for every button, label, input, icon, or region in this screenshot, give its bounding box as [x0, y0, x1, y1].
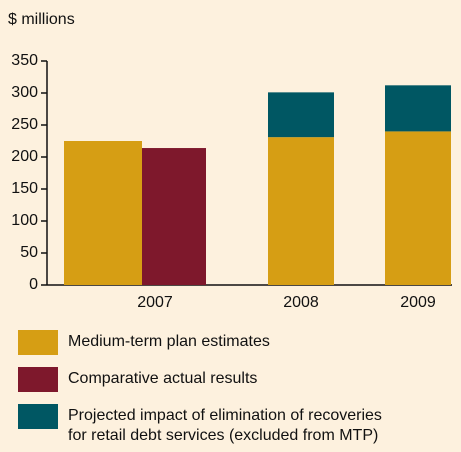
legend-swatch	[18, 330, 58, 355]
y-tick-label: 350	[11, 52, 38, 69]
legend-label: Medium-term plan estimates	[68, 333, 270, 350]
bar	[268, 137, 334, 285]
legend-label: Comparative actual results	[68, 370, 257, 387]
y-tick-label: 250	[11, 116, 38, 133]
bar	[385, 85, 451, 132]
legend-swatch	[18, 404, 58, 429]
x-tick-label: 2009	[400, 294, 436, 311]
y-tick-label: 100	[11, 212, 38, 229]
bar	[64, 141, 142, 285]
x-tick-label: 2007	[137, 294, 173, 311]
x-tick-label: 2008	[283, 294, 319, 311]
y-tick-label: 50	[20, 244, 38, 261]
y-tick-label: 300	[11, 84, 38, 101]
bar	[268, 92, 334, 138]
y-axis-label: $ millions	[8, 11, 75, 28]
y-tick-label: 150	[11, 180, 38, 197]
y-tick-label: 200	[11, 148, 38, 165]
bar	[142, 148, 206, 285]
y-tick-label: 0	[29, 276, 38, 293]
legend-label: Projected impact of elimination of recov…	[68, 407, 382, 444]
bar	[385, 131, 451, 285]
legend-swatch	[18, 367, 58, 392]
